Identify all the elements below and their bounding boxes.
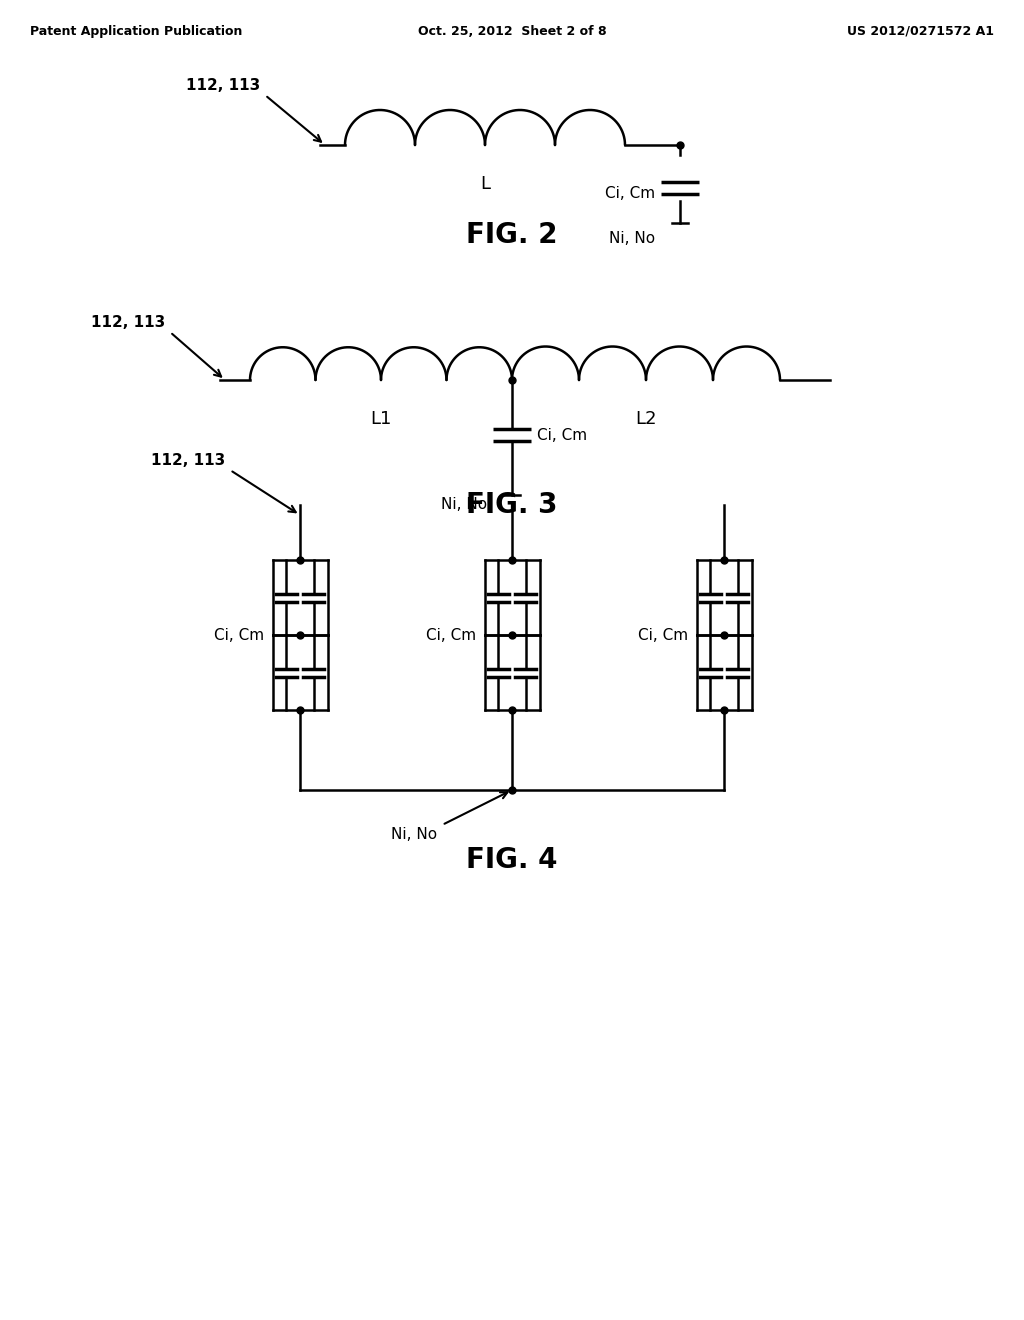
Text: L1: L1 xyxy=(371,411,392,428)
Text: Ci, Cm: Ci, Cm xyxy=(426,627,476,643)
Text: L: L xyxy=(480,176,490,193)
Text: Ni, No: Ni, No xyxy=(609,231,655,246)
Text: 112, 113: 112, 113 xyxy=(91,315,165,330)
Text: 112, 113: 112, 113 xyxy=(151,453,225,469)
Text: Ci, Cm: Ci, Cm xyxy=(214,627,264,643)
Text: US 2012/0271572 A1: US 2012/0271572 A1 xyxy=(847,25,994,38)
Text: Patent Application Publication: Patent Application Publication xyxy=(30,25,243,38)
Text: Ci, Cm: Ci, Cm xyxy=(605,186,655,201)
Text: FIG. 2: FIG. 2 xyxy=(466,220,558,249)
Text: Ni, No: Ni, No xyxy=(391,828,437,842)
Text: Ci, Cm: Ci, Cm xyxy=(638,627,688,643)
Text: Oct. 25, 2012  Sheet 2 of 8: Oct. 25, 2012 Sheet 2 of 8 xyxy=(418,25,606,38)
Text: Ni, No: Ni, No xyxy=(441,498,487,512)
Text: L2: L2 xyxy=(635,411,656,428)
Text: Ci, Cm: Ci, Cm xyxy=(537,428,587,442)
Text: FIG. 4: FIG. 4 xyxy=(466,846,558,874)
Text: 112, 113: 112, 113 xyxy=(185,78,260,92)
Text: FIG. 3: FIG. 3 xyxy=(466,491,558,519)
